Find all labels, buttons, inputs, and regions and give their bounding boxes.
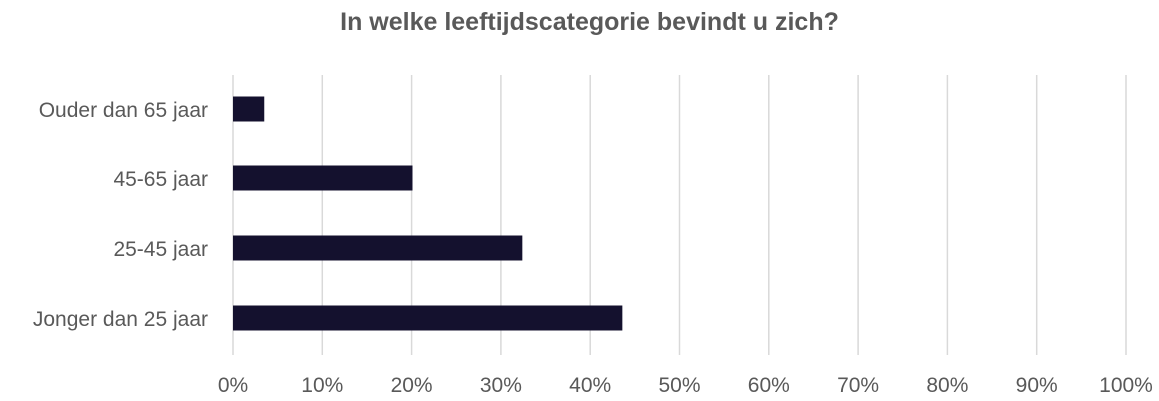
category-label: 45-65 jaar <box>113 168 208 191</box>
x-tick-label: 20% <box>391 374 433 397</box>
category-label: Ouder dan 65 jaar <box>39 99 208 122</box>
x-tick-label: 100% <box>1099 374 1153 397</box>
gridlines <box>232 75 1127 355</box>
x-tick-label: 40% <box>569 374 611 397</box>
x-tick-label: 0% <box>218 374 248 397</box>
x-tick-labels: 0% 10% 20% 30% 40% 50% 60% 70% 80% 90% 100% <box>218 374 1153 397</box>
bar <box>233 165 413 191</box>
bar <box>233 96 265 122</box>
x-tick-label: 50% <box>658 374 700 397</box>
category-label: 25-45 jaar <box>113 238 208 261</box>
chart-title: In welke leeftijdscategorie bevindt u zi… <box>340 8 839 36</box>
bar <box>233 235 523 261</box>
x-tick-label: 60% <box>748 374 790 397</box>
x-tick-label: 70% <box>837 374 879 397</box>
x-tick-label: 90% <box>1016 374 1058 397</box>
x-tick-label: 30% <box>480 374 522 397</box>
bar <box>233 305 623 331</box>
category-label: Jonger dan 25 jaar <box>33 308 208 331</box>
category-labels: Ouder dan 65 jaar 45-65 jaar 25-45 jaar Jon… <box>33 99 208 331</box>
x-tick-label: 80% <box>926 374 968 397</box>
bars <box>233 96 623 331</box>
x-tick-label: 10% <box>301 374 343 397</box>
